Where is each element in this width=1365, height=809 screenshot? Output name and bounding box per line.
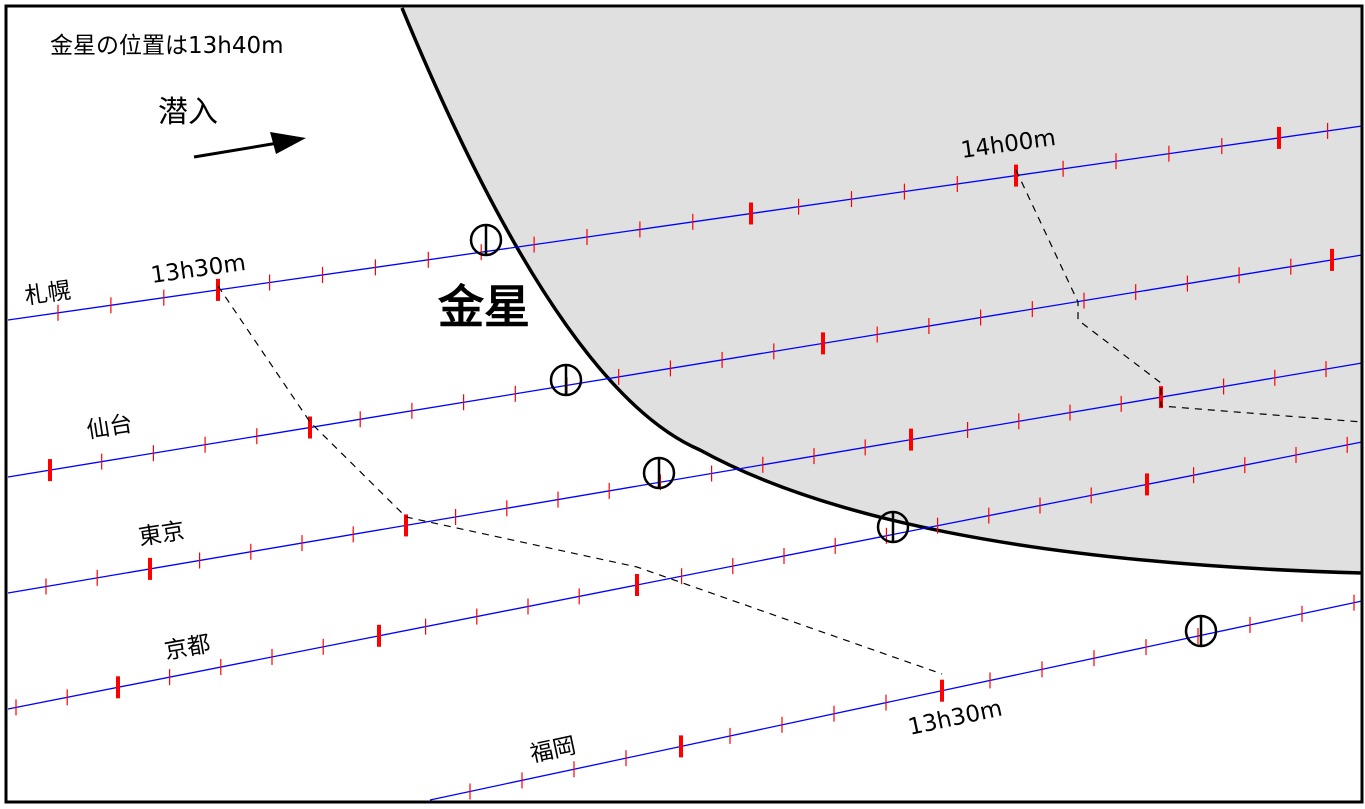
venus-marker-sapporo <box>469 223 503 257</box>
track-line-fukuoka <box>429 600 1363 801</box>
venus-marker-tokyo <box>642 456 676 490</box>
venus-limb <box>400 7 1363 575</box>
city-label-tokyo: 東京 <box>137 518 187 551</box>
ingress-label: 潜入 <box>158 95 218 130</box>
time-label-sapporo-start: 13h30m <box>149 250 247 289</box>
venus-position-note: 金星の位置は13h40m <box>50 33 284 59</box>
venus-disk <box>402 8 1362 573</box>
tick-marks <box>15 122 1355 800</box>
track-line-sendai <box>7 254 1363 478</box>
venus-marker-sendai <box>549 363 583 397</box>
venus-marker-kyoto <box>876 510 910 544</box>
venus-marker-fukuoka <box>1184 614 1218 648</box>
arrow-right-icon <box>193 132 306 159</box>
dashed-line-13h30m <box>217 285 943 675</box>
city-label-fukuoka: 福岡 <box>528 733 578 768</box>
city-label-kyoto: 京都 <box>163 631 213 665</box>
track-line-kyoto <box>7 441 1363 710</box>
city-label-sendai: 仙台 <box>85 411 135 444</box>
venus-label: 金星 <box>437 280 530 334</box>
city-label-sapporo: 札幌 <box>23 278 72 310</box>
track-line-tokyo <box>7 362 1363 594</box>
track-line-sapporo <box>7 125 1363 321</box>
time-label-fukuoka: 13h30m <box>906 696 1005 741</box>
dashed-line-14h00m <box>1015 169 1363 423</box>
frame-border <box>4 4 1364 804</box>
